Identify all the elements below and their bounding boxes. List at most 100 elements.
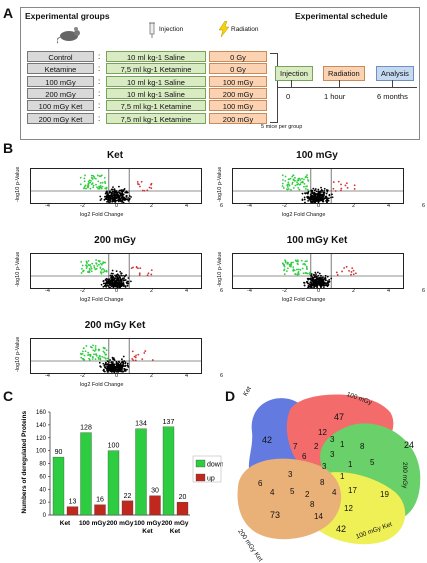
- volcano-point: [150, 187, 153, 190]
- volcano-point: [110, 361, 113, 363]
- volcano-point: [116, 277, 119, 280]
- volcano-point: [96, 186, 98, 189]
- venn-region-count: 1: [340, 472, 345, 481]
- volcano-xtick: -2: [282, 203, 287, 209]
- volcano-point: [121, 192, 124, 195]
- volcano-point: [322, 276, 324, 279]
- volcano-point: [337, 180, 340, 183]
- volcano-point: [317, 274, 320, 277]
- volcano-point: [106, 280, 108, 283]
- venn-region-count: 6: [302, 452, 307, 461]
- volcano-xlabel: log2 Fold Change: [80, 382, 124, 388]
- volcano-point: [126, 280, 129, 283]
- volcano-point: [284, 175, 287, 178]
- volcano-point: [117, 194, 120, 197]
- volcano-point: [117, 360, 120, 363]
- volcano-point: [81, 353, 84, 355]
- volcano-point: [322, 279, 324, 282]
- volcano-point: [100, 366, 102, 368]
- volcano-point: [106, 200, 108, 203]
- volcano-point: [87, 259, 90, 262]
- volcano-point: [103, 285, 106, 287]
- volcano-xtick: -4: [45, 203, 50, 209]
- volcano-point: [118, 364, 121, 366]
- volcano-xtick: -4: [247, 203, 252, 209]
- lightning-icon: [218, 21, 230, 37]
- volcano-point: [291, 175, 294, 178]
- volcano-point: [297, 263, 299, 266]
- venn-region-count: 42: [336, 524, 347, 534]
- venn-region-count: 4: [270, 488, 275, 497]
- mouse-icon: [57, 27, 80, 44]
- volcano-point: [84, 184, 87, 187]
- volcano-point: [108, 191, 111, 194]
- volcano-point: [95, 259, 98, 261]
- volcano-xtick: 0: [317, 203, 321, 209]
- volcano-point: [307, 282, 310, 285]
- volcano-point: [87, 263, 90, 266]
- volcano-point: [99, 184, 102, 187]
- volcano-point: [113, 188, 116, 190]
- group-colon: :: [98, 88, 101, 98]
- volcano-title: 100 mGy: [296, 150, 338, 161]
- volcano-point: [122, 279, 125, 281]
- volcano-xlabel: log2 Fold Change: [80, 297, 124, 303]
- volcano-point: [118, 370, 120, 373]
- volcano-point: [351, 267, 354, 270]
- volcano-point: [85, 260, 88, 263]
- volcano-point: [314, 188, 317, 190]
- volcano-point: [109, 277, 112, 279]
- volcano-point: [307, 285, 310, 288]
- volcano-point: [90, 267, 93, 270]
- venn-diagram: Ket 100 mGy 200 mGy 100 mGy Ket 200 mGy Ket 4…: [230, 386, 425, 563]
- volcano-point: [343, 267, 346, 269]
- volcano-point: [127, 197, 130, 199]
- volcano-point: [319, 283, 322, 286]
- volcano-point: [314, 193, 317, 196]
- volcano-point: [99, 355, 101, 358]
- volcano-point: [304, 201, 306, 203]
- volcano-point: [100, 283, 103, 286]
- volcano-point: [296, 259, 299, 262]
- experimental-design-panel: Experimental groups Experimental schedul…: [20, 7, 420, 140]
- volcano-point: [106, 363, 109, 365]
- volcano-point: [301, 192, 304, 195]
- volcano-point: [287, 178, 290, 181]
- volcano-point: [108, 283, 111, 285]
- bar-value-label: 20: [179, 494, 187, 501]
- volcano-point: [131, 357, 134, 360]
- volcano-point: [118, 197, 121, 200]
- volcano-point: [118, 189, 121, 192]
- volcano-point: [98, 263, 100, 266]
- bar-value-label: 128: [80, 425, 92, 432]
- volcano-point: [119, 362, 122, 365]
- volcano-point: [108, 361, 110, 364]
- volcano-point: [109, 284, 112, 287]
- volcano-point: [304, 260, 307, 263]
- volcano-point: [296, 181, 298, 184]
- volcano-point: [305, 192, 308, 194]
- volcano-point: [102, 262, 104, 265]
- bar-ytick-label: 120: [36, 436, 47, 442]
- volcano-point: [100, 272, 103, 275]
- volcano-point: [91, 183, 93, 186]
- volcano-point: [105, 191, 108, 194]
- volcano-point: [303, 284, 306, 287]
- venn-region-count: 12: [344, 504, 353, 513]
- volcano-point: [301, 198, 304, 201]
- volcano-point: [336, 274, 339, 276]
- volcano-point: [326, 275, 329, 278]
- volcano-point: [320, 189, 323, 191]
- volcano-point: [316, 271, 319, 274]
- volcano-point: [111, 278, 114, 281]
- bar-value-label: 30: [151, 488, 159, 495]
- volcano-point: [102, 267, 104, 270]
- volcano-point: [83, 180, 86, 183]
- volcano-point: [308, 273, 311, 276]
- venn-region-count: 17: [348, 486, 357, 495]
- volcano-point: [125, 191, 128, 194]
- volcano-point: [113, 283, 116, 286]
- volcano-point: [125, 196, 128, 198]
- volcano-point: [90, 270, 93, 273]
- bar-chart-svg: Numbers of deregulated Proteins 0 20 40 60 80…: [21, 410, 224, 535]
